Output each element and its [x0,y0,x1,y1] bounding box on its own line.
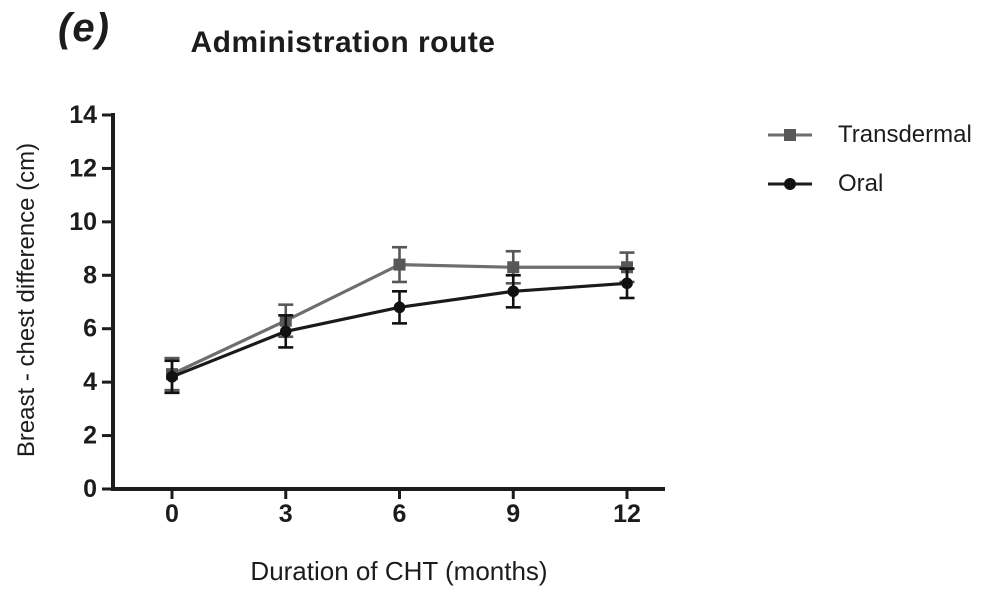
data-point-oral [279,325,292,338]
chart-title: Administration route [190,26,496,59]
legend: Transdermal Oral [768,110,972,208]
y-tick-label: 8 [83,261,97,289]
x-tick-label: 6 [393,500,407,528]
y-tick-label: 10 [69,208,97,236]
oral-marker-icon [768,177,812,190]
y-tick-label: 14 [69,101,97,129]
data-point-oral [621,277,633,290]
data-point-transdermal [621,261,633,274]
data-point-oral [166,371,178,383]
x-tick-label: 9 [506,500,520,528]
transdermal-marker-icon [768,128,812,141]
data-point-transdermal [507,261,520,274]
legend-item-transdermal: Transdermal [768,110,972,159]
y-tick-label: 4 [83,368,97,396]
data-point-oral [507,285,520,298]
y-tick-label: 12 [69,154,97,182]
data-point-transdermal [393,258,406,271]
data-point-oral [393,301,406,314]
y-tick-label: 0 [83,475,97,503]
x-tick-label: 3 [279,500,293,528]
legend-item-oral: Oral [768,159,972,208]
x-axis-label: Duration of CHT (months) [250,556,548,586]
legend-label-oral: Oral [838,169,884,197]
x-tick-label: 12 [613,500,641,528]
y-tick-label: 2 [83,422,97,450]
x-tick-label: 0 [165,500,179,528]
y-axis-label: Breast - chest difference (cm) [13,142,40,458]
chart-canvas: 0 2 4 6 8 10 12 14 0 3 6 9 12 [69,101,665,528]
axes [111,113,665,491]
y-tick-label: 6 [83,315,97,343]
legend-label-transdermal: Transdermal [838,120,972,148]
panel-label: (e) [58,6,110,50]
